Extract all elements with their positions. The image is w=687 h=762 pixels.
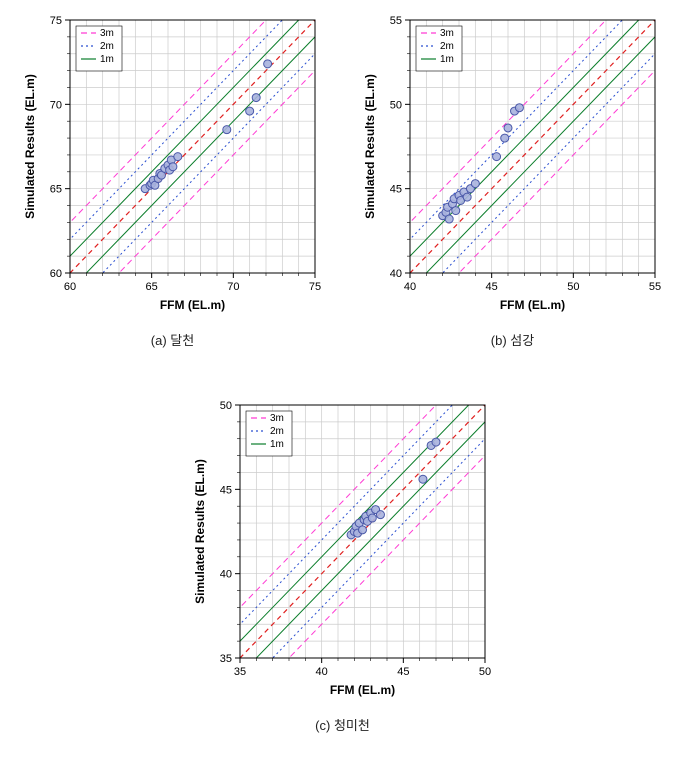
svg-text:3m: 3m <box>100 28 114 39</box>
svg-text:75: 75 <box>50 15 62 27</box>
svg-text:3m: 3m <box>440 28 454 39</box>
svg-text:55: 55 <box>649 281 661 293</box>
svg-text:70: 70 <box>227 281 239 293</box>
svg-text:40: 40 <box>220 569 232 581</box>
svg-text:3m: 3m <box>270 413 284 424</box>
svg-text:2m: 2m <box>270 426 284 437</box>
svg-text:60: 60 <box>64 281 76 293</box>
svg-text:1m: 1m <box>100 54 114 65</box>
svg-text:45: 45 <box>397 666 409 678</box>
panel-a-svg: 60 65 70 75 60 65 70 75 FFM (EL.m) Simulated Resu… <box>20 10 325 315</box>
svg-text:1m: 1m <box>440 54 454 65</box>
svg-text:FFM (EL.m): FFM (EL.m) <box>500 298 565 312</box>
panel-b-svg: 40 45 50 55 40 45 50 55 FFM (EL.m) Simulated Resu… <box>360 10 665 315</box>
svg-text:50: 50 <box>220 400 232 412</box>
caption-c: (c) 청미천 <box>190 715 495 734</box>
svg-text:Simulated Results (EL.m): Simulated Results (EL.m) <box>23 74 37 219</box>
caption-b: (b) 섬강 <box>360 330 665 349</box>
svg-text:70: 70 <box>50 99 62 111</box>
svg-text:35: 35 <box>234 666 246 678</box>
svg-text:2m: 2m <box>100 41 114 52</box>
svg-text:60: 60 <box>50 268 62 280</box>
svg-text:1m: 1m <box>270 439 284 450</box>
svg-text:FFM (EL.m): FFM (EL.m) <box>330 683 395 697</box>
svg-text:45: 45 <box>220 484 232 496</box>
svg-text:50: 50 <box>567 281 579 293</box>
svg-text:65: 65 <box>50 184 62 196</box>
figure: 60 65 70 75 60 65 70 75 FFM (EL.m) Simulated Resu… <box>0 0 687 762</box>
panel-c: 35 40 45 50 35 40 45 50 FFM (EL.m) Simulated Resu… <box>190 395 495 700</box>
svg-text:45: 45 <box>486 281 498 293</box>
svg-text:55: 55 <box>390 15 402 27</box>
caption-a: (a) 달천 <box>20 330 325 349</box>
svg-text:40: 40 <box>404 281 416 293</box>
svg-text:40: 40 <box>316 666 328 678</box>
svg-text:40: 40 <box>390 268 402 280</box>
svg-text:65: 65 <box>146 281 158 293</box>
svg-text:Simulated Results (EL.m): Simulated Results (EL.m) <box>363 74 377 219</box>
svg-text:35: 35 <box>220 653 232 665</box>
svg-text:50: 50 <box>479 666 491 678</box>
panel-c-svg: 35 40 45 50 35 40 45 50 FFM (EL.m) Simulated Resu… <box>190 395 495 700</box>
svg-text:75: 75 <box>309 281 321 293</box>
panel-a: 60 65 70 75 60 65 70 75 FFM (EL.m) Simulated Resu… <box>20 10 325 315</box>
svg-text:FFM (EL.m): FFM (EL.m) <box>160 298 225 312</box>
svg-text:Simulated Results (EL.m): Simulated Results (EL.m) <box>193 459 207 604</box>
svg-text:45: 45 <box>390 184 402 196</box>
svg-text:2m: 2m <box>440 41 454 52</box>
panel-b: 40 45 50 55 40 45 50 55 FFM (EL.m) Simulated Resu… <box>360 10 665 315</box>
svg-text:50: 50 <box>390 99 402 111</box>
